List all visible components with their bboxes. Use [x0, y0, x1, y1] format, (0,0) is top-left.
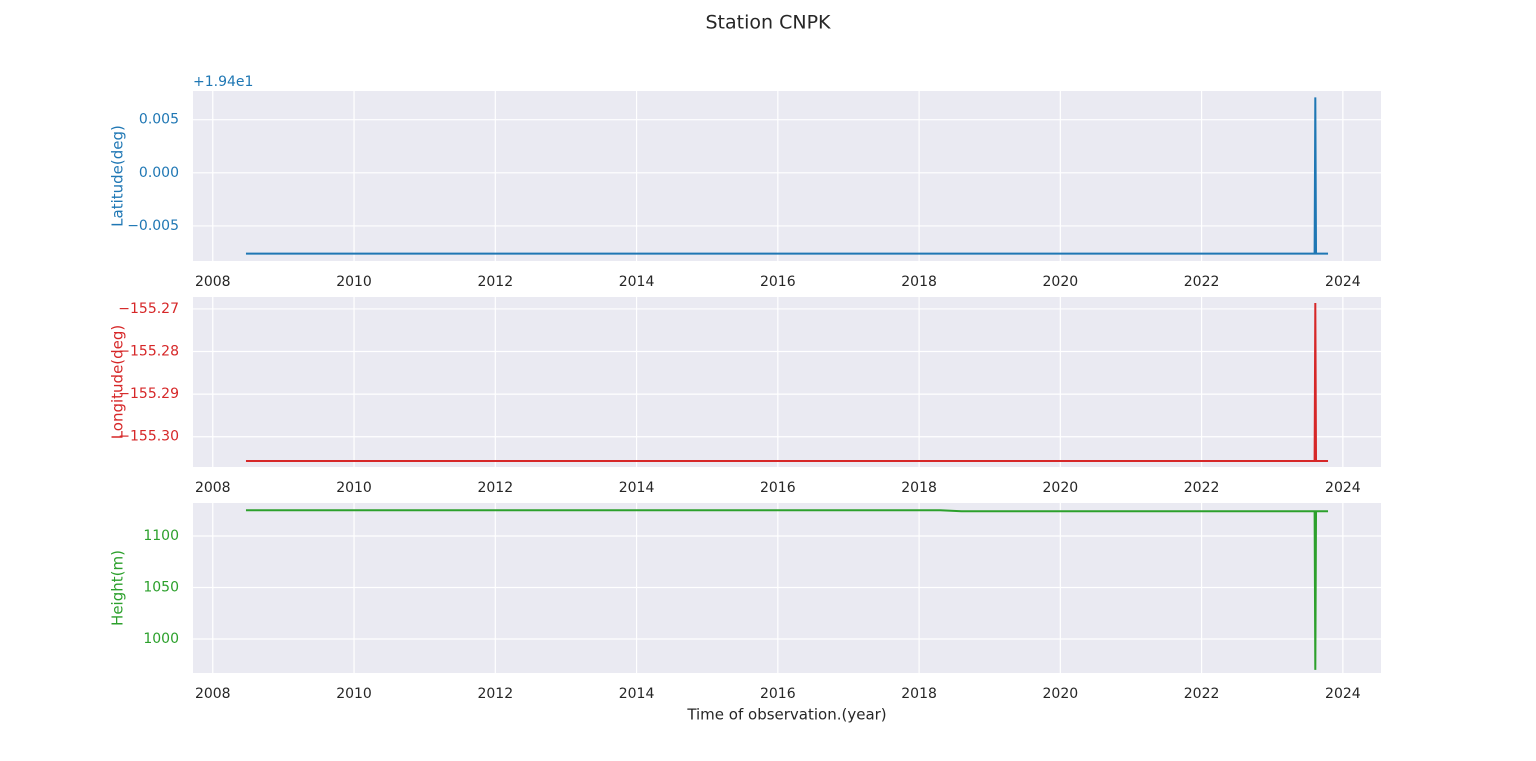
x-tick-label: 2018: [901, 274, 937, 290]
plot-area: [193, 91, 1381, 261]
x-tick-label: 2012: [477, 686, 513, 702]
x-tick-label: 2014: [619, 274, 655, 290]
y-axis-label: Longitude(deg): [109, 325, 127, 440]
x-tick-label: 2020: [1043, 274, 1079, 290]
x-tick-label: 2018: [901, 686, 937, 702]
figure-title: Station CNPK: [706, 12, 832, 34]
y-tick-label: 1100: [143, 528, 179, 544]
data-line: [245, 509, 1329, 670]
x-tick-label: 2014: [619, 686, 655, 702]
y-tick-label: −155.27: [118, 301, 179, 317]
y-tick-label: −155.30: [118, 429, 179, 445]
x-tick-label: 2012: [477, 480, 513, 496]
y-tick-label: 0.005: [139, 112, 179, 128]
x-tick-label: 2022: [1184, 480, 1220, 496]
y-tick-label: 1000: [143, 631, 179, 647]
x-tick-label: 2008: [195, 274, 231, 290]
x-tick-label: 2024: [1325, 480, 1361, 496]
x-tick-label: 2010: [336, 686, 372, 702]
y-tick-label: −0.005: [127, 218, 179, 234]
x-tick-label: 2016: [760, 274, 796, 290]
x-tick-label: 2024: [1325, 274, 1361, 290]
x-tick-label: 2016: [760, 480, 796, 496]
data-line: [245, 97, 1329, 255]
data-line: [245, 302, 1329, 463]
x-tick-label: 2020: [1043, 686, 1079, 702]
y-tick-label: −155.29: [118, 386, 179, 402]
x-tick-label: 2022: [1184, 274, 1220, 290]
x-tick-label: 2010: [336, 480, 372, 496]
x-tick-label: 2020: [1043, 480, 1079, 496]
y-axis-label: Latitude(deg): [109, 125, 127, 227]
x-tick-label: 2014: [619, 480, 655, 496]
offset-label: +1.94e1: [193, 74, 253, 90]
y-axis-label: Height(m): [109, 550, 127, 626]
x-tick-label: 2008: [195, 686, 231, 702]
y-tick-label: 0.000: [139, 165, 179, 181]
y-tick-label: 1050: [143, 579, 179, 595]
x-tick-label: 2012: [477, 274, 513, 290]
x-tick-label: 2022: [1184, 686, 1220, 702]
x-tick-label: 2016: [760, 686, 796, 702]
x-tick-label: 2010: [336, 274, 372, 290]
x-tick-label: 2024: [1325, 686, 1361, 702]
x-tick-label: 2018: [901, 480, 937, 496]
x-axis-label: Time of observation.(year): [686, 706, 886, 724]
plot-area: [193, 297, 1381, 467]
y-tick-label: −155.28: [118, 344, 179, 360]
x-tick-label: 2008: [195, 480, 231, 496]
